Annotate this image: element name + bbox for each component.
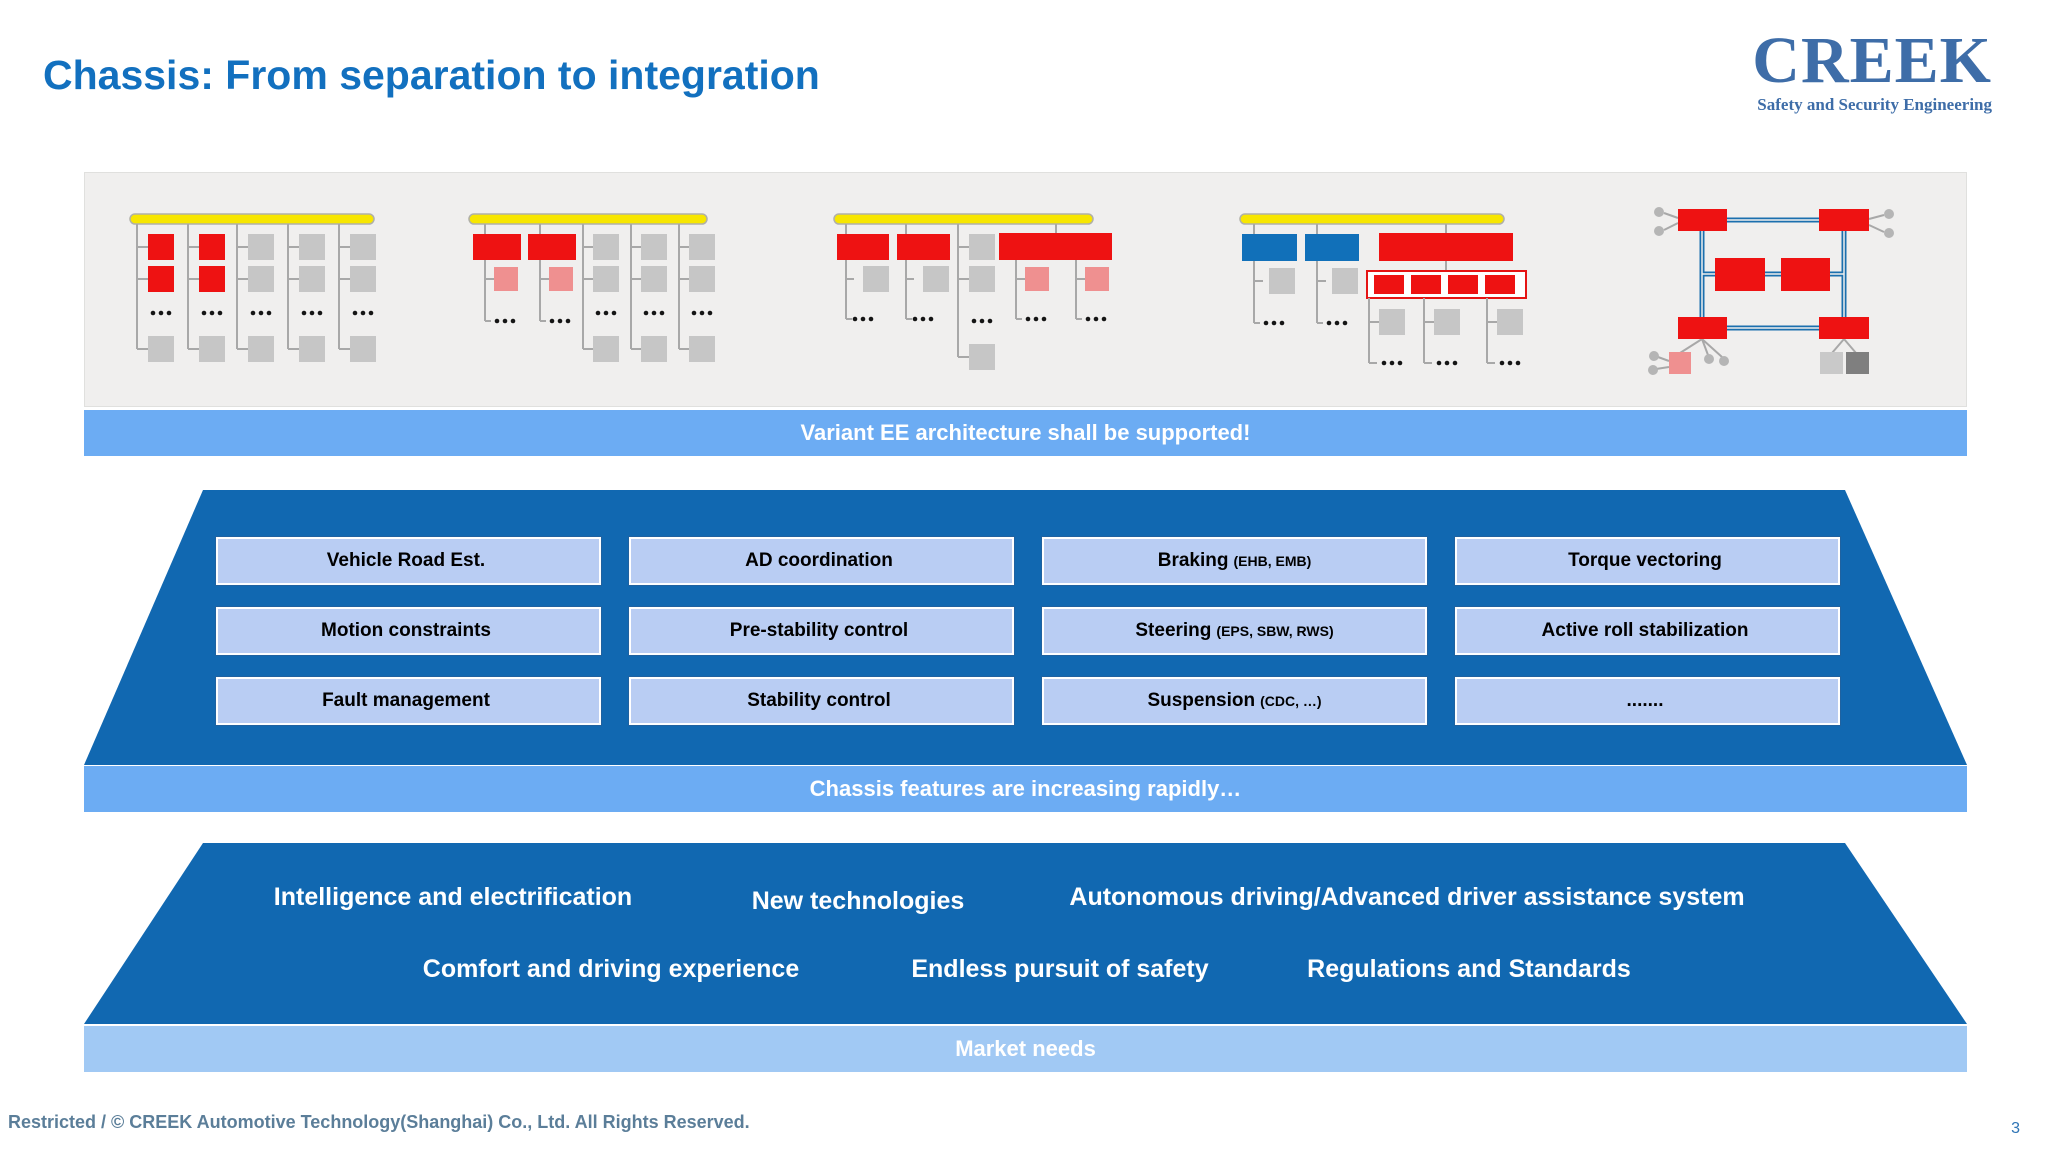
feature-label: ....... — [1626, 690, 1664, 711]
tree-branch — [338, 224, 376, 362]
central-computer — [1781, 258, 1830, 291]
feature-box: Steering (EPS, SBW, RWS) — [1041, 606, 1428, 656]
bus-bar — [833, 213, 1094, 225]
zonal-controller — [1678, 317, 1727, 339]
feature-label: Braking — [1157, 550, 1229, 571]
feature-box: Vehicle Road Est. — [215, 536, 602, 586]
market-trapezoid: Intelligence and electrification New tec… — [84, 843, 1967, 1024]
feature-label: Suspension — [1147, 690, 1256, 711]
creek-logo-text: CREEK — [1752, 24, 1992, 97]
page-title: Chassis: From separation to integration — [43, 52, 820, 98]
features-banner: Chassis features are increasing rapidly… — [84, 766, 1967, 812]
zonal-controller — [1678, 209, 1727, 231]
market-need-item: New technologies — [751, 887, 965, 915]
page-number: 3 — [2011, 1120, 2020, 1137]
tree-branch — [678, 224, 715, 362]
features-trapezoid: Vehicle Road Est. AD coordination Brakin… — [84, 490, 1967, 765]
feature-label: Stability control — [747, 690, 891, 711]
tree-branch — [236, 224, 274, 362]
domain-branch — [837, 224, 889, 322]
feature-box: Fault management — [215, 676, 602, 726]
market-need-item: Endless pursuit of safety — [911, 955, 1209, 983]
feature-sublabel: (CDC, …) — [1260, 693, 1322, 709]
feature-box: Torque vectoring — [1454, 536, 1841, 586]
feature-label: Torque vectoring — [1568, 550, 1722, 571]
tree-branch — [187, 224, 225, 362]
market-need-item: Autonomous driving/Advanced driver assis… — [1069, 883, 1745, 911]
feature-box: ....... — [1454, 676, 1841, 726]
domain-branch — [528, 224, 576, 324]
domain-branch — [1305, 224, 1359, 326]
creek-logo: CREEK Safety and Security Engineering — [1752, 26, 1992, 115]
bus-bar — [468, 213, 708, 225]
feature-box: Motion constraints — [215, 606, 602, 656]
zonal-controller — [1819, 317, 1869, 339]
zonal-ring-ee-architecture-diagram — [1648, 207, 1894, 375]
feature-label: Motion constraints — [321, 620, 491, 641]
feature-grid: Vehicle Road Est. AD coordination Brakin… — [215, 536, 1841, 726]
tree-branch — [957, 224, 995, 370]
market-banner: Market needs — [84, 1026, 1967, 1072]
market-need-item: Intelligence and electrification — [273, 883, 633, 911]
zonal-controller — [1819, 209, 1869, 231]
tree-branch — [630, 224, 667, 362]
tree-branch — [136, 224, 174, 362]
domain-branch — [1242, 224, 1297, 326]
bus-bar — [1239, 213, 1505, 225]
emerging-domain-ee-architecture-diagram — [468, 213, 715, 362]
feature-label: Steering — [1135, 620, 1212, 641]
feature-label: Fault management — [322, 690, 490, 711]
market-need-item: Comfort and driving experience — [422, 955, 800, 983]
feature-box: Suspension (CDC, …) — [1041, 676, 1428, 726]
bus-bar — [129, 213, 375, 225]
feature-box: Pre-stability control — [628, 606, 1015, 656]
feature-box: Stability control — [628, 676, 1015, 726]
wide-domain-branch — [999, 224, 1112, 322]
tree-branch — [287, 224, 325, 362]
feature-box: Braking (EHB, EMB) — [1041, 536, 1428, 586]
cross-domain-central-ee-architecture-diagram — [1239, 213, 1527, 366]
creek-logo-tagline: Safety and Security Engineering — [1757, 95, 1992, 115]
tree-branch — [582, 224, 619, 362]
footer-text: Restricted / © CREEK Automotive Technolo… — [8, 1112, 750, 1132]
domain-branch — [473, 224, 521, 324]
feature-label: Active roll stabilization — [1541, 620, 1749, 641]
feature-box: AD coordination — [628, 536, 1015, 586]
feature-label: AD coordination — [745, 550, 893, 571]
multi-domain-ee-architecture-diagram — [833, 213, 1112, 370]
feature-box: Active roll stabilization — [1454, 606, 1841, 656]
feature-label: Vehicle Road Est. — [326, 550, 486, 571]
ee-architecture-panel — [84, 172, 1967, 407]
variant-ee-banner: Variant EE architecture shall be support… — [84, 410, 1967, 456]
distributed-ee-architecture-diagram — [129, 213, 376, 362]
central-computer — [1715, 258, 1765, 291]
market-need-item: Regulations and Standards — [1307, 955, 1631, 983]
feature-label: Pre-stability control — [729, 620, 909, 641]
central-computer-branch — [1366, 224, 1527, 366]
feature-sublabel: (EHB, EMB) — [1233, 553, 1312, 569]
feature-sublabel: (EPS, SBW, RWS) — [1216, 623, 1334, 639]
domain-branch — [897, 224, 950, 322]
